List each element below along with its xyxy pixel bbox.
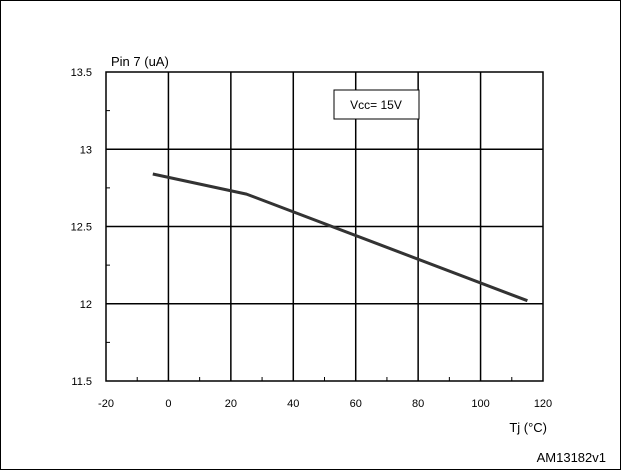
x-tick-label: 20 bbox=[225, 398, 237, 410]
y-tick-label: 13.5 bbox=[71, 67, 92, 79]
x-axis-title: Tj (°C) bbox=[509, 420, 547, 435]
y-tick-labels: 11.5 12 12.5 13 13.5 bbox=[71, 67, 92, 388]
grid bbox=[106, 72, 543, 381]
x-tick-label: 40 bbox=[287, 398, 299, 410]
x-tick-label: 60 bbox=[350, 398, 362, 410]
x-tick-label: 0 bbox=[165, 398, 171, 410]
y-axis-title: Pin 7 (uA) bbox=[111, 54, 169, 69]
y-tick-label: 11.5 bbox=[71, 376, 92, 388]
x-tick-labels: -20 0 20 40 60 80 100 120 bbox=[98, 398, 552, 410]
x-tick-label: 120 bbox=[534, 398, 552, 410]
y-tick-label: 12.5 bbox=[71, 222, 92, 234]
annotation-text: Vcc= 15V bbox=[350, 98, 402, 112]
x-tick-label: -20 bbox=[98, 398, 114, 410]
series-line bbox=[152, 172, 528, 303]
annotation-box bbox=[333, 89, 420, 120]
figure-id: AM13182v1 bbox=[537, 450, 606, 465]
x-tick-label: 80 bbox=[412, 398, 424, 410]
y-tick-label: 12 bbox=[80, 299, 92, 311]
x-tick-label: 100 bbox=[471, 398, 489, 410]
y-tick-label: 13 bbox=[80, 144, 92, 156]
minor-ticks bbox=[106, 110, 513, 381]
series-lines bbox=[152, 172, 528, 303]
